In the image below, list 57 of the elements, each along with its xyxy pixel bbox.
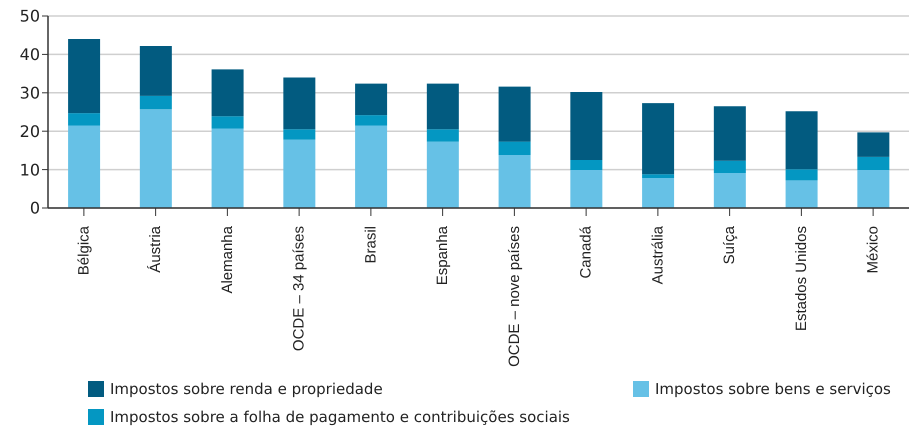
bar: [283, 140, 316, 208]
bar: [498, 142, 531, 156]
x-tick-label: Bélgica: [75, 225, 92, 276]
bar: [283, 77, 316, 130]
bar: [857, 170, 890, 208]
bar: [857, 132, 890, 157]
x-tick-label: Suíça: [721, 225, 738, 264]
bar: [68, 39, 100, 114]
x-tick-label: OCDE – 34 países: [290, 226, 308, 352]
bar: [570, 160, 602, 170]
bar: [714, 160, 746, 174]
x-tick-label: Alemanha: [218, 225, 236, 294]
x-tick-label: Canadá: [578, 225, 595, 279]
y-tick-label: 20: [20, 122, 40, 141]
bar: [642, 174, 674, 178]
bar: [714, 106, 746, 161]
y-tick-label: 0: [30, 198, 40, 218]
bar: [642, 103, 674, 174]
bar: [140, 109, 172, 208]
x-tick-label: Espanha: [434, 225, 452, 286]
bar: [786, 111, 818, 170]
y-tick-label: 50: [20, 6, 40, 26]
bar: [786, 169, 818, 180]
x-tick-label: Áustria: [146, 225, 164, 273]
bar: [570, 92, 602, 160]
bar: [212, 69, 244, 116]
x-tick-label: Austrália: [649, 225, 666, 284]
bar: [426, 129, 459, 142]
bar: [212, 116, 244, 129]
bar: [498, 86, 531, 142]
bar: [68, 125, 100, 208]
bar: [857, 156, 890, 170]
bar: [714, 173, 746, 208]
bar: [140, 96, 172, 110]
bar: [68, 113, 100, 126]
bar: [283, 129, 316, 140]
bar: [570, 170, 602, 208]
bar: [426, 84, 459, 130]
legend-label: Impostos sobre bens e serviços: [655, 380, 891, 398]
bar: [355, 115, 388, 126]
bar: [786, 180, 818, 208]
bar: [642, 178, 674, 208]
bar: [212, 128, 244, 208]
y-tick-label: 30: [20, 83, 40, 102]
legend-label: Impostos sobre a folha de pagamento e contribuições sociais: [110, 408, 570, 426]
bar: [355, 84, 388, 116]
x-tick-label: México: [864, 226, 882, 274]
y-tick-label: 10: [20, 160, 40, 180]
y-tick-label: 40: [20, 45, 40, 64]
bar: [140, 46, 172, 96]
x-tick-label: Brasil: [362, 226, 380, 264]
bar: [498, 155, 531, 208]
x-tick-label: Estados Unidos: [792, 226, 810, 332]
legend-label: Impostos sobre renda e propriedade: [110, 380, 383, 398]
x-tick-label: OCDE – nove países: [506, 226, 523, 367]
bar: [355, 125, 388, 208]
bar: [426, 142, 459, 208]
